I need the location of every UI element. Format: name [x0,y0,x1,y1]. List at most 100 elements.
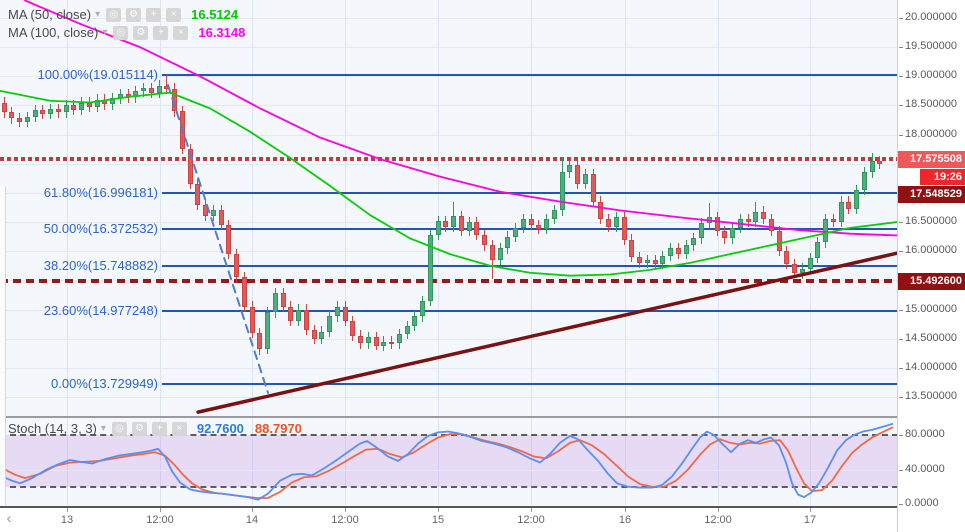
fib-line[interactable] [162,264,898,267]
settings-icon[interactable]: ⚙ [126,7,142,22]
candle-body [466,222,472,231]
time-axis-label: 15 [431,514,445,526]
source-icon[interactable]: ◎ [111,421,127,436]
candle-body [482,234,487,246]
settings-icon[interactable]: ⚙ [133,25,149,40]
add-icon[interactable]: + [146,7,162,22]
ma100-label[interactable]: MA (100, close) [8,25,99,40]
price-axis[interactable]: 20.000000 19.500000 19.000000 18.500000 18.0… [897,0,965,532]
settings-icon[interactable]: ⚙ [131,421,147,436]
candle-body [148,87,154,93]
candle-body [358,335,363,344]
fib-line[interactable] [162,74,898,77]
ma50-label[interactable]: MA (50, close) [8,7,92,22]
candle-body [753,211,759,223]
collapse-toolbar-button[interactable]: ‹ [6,510,12,527]
gridline [0,18,898,19]
source-icon[interactable]: ◎ [113,25,129,40]
candle-body [768,219,774,231]
candle-body [823,219,828,243]
stoch-axis-label: 80.0000 [905,428,945,440]
time-axis[interactable]: 13 12:00 14 12:00 15 12:00 16 12:00 17 [0,508,897,532]
chart-lines [0,422,894,501]
candle-body [404,325,410,334]
source-icon[interactable]: ◎ [106,7,122,22]
candle-body [621,217,627,240]
breakdown-trendline[interactable] [167,84,269,394]
candle-body [513,227,518,237]
axis-tick [67,508,68,512]
stoch-k-line [0,422,894,501]
candle-body [17,118,22,122]
candle-body [365,337,371,344]
candle-body [792,264,797,274]
candle-body [799,268,805,274]
fib-line[interactable] [162,228,898,231]
candle-body [412,316,418,326]
gridline [531,418,532,506]
close-icon[interactable]: × [166,7,182,22]
alert-line[interactable] [0,157,898,162]
price-pane[interactable]: 100.00%(19.015114) 61.80%(16.996181) 50.00… [0,0,898,416]
stoch-label[interactable]: Stoch (14, 3, 3) [8,421,97,436]
chevron-down-icon[interactable]: ▾ [100,423,106,434]
candle-body [575,164,580,185]
add-icon[interactable]: + [151,421,167,436]
gridline [0,76,898,78]
time-axis-border [0,506,965,508]
axis-tick [718,508,719,512]
fib-line[interactable] [162,382,898,385]
fib-line[interactable] [162,192,898,195]
time-axis-label: 12:00 [146,514,174,526]
stoch-legend: Stoch (14, 3, 3) ▾ ◎ ⚙ + × 92.7600 88.79… [8,421,302,436]
candle-body [280,293,286,307]
candle-body [497,248,503,260]
candle-body [784,251,790,264]
candle-body [613,217,619,227]
candle-body [303,309,309,330]
gridline [160,418,161,506]
ma50-line[interactable] [0,89,898,277]
pane-separator[interactable] [0,416,965,418]
chevron-down-icon[interactable]: ▾ [95,9,101,20]
candle-body [350,321,356,336]
fib-line[interactable] [162,309,898,312]
price-flag: 17.575508 [898,151,965,168]
chevron-down-icon[interactable]: ▾ [102,27,108,38]
axis-tick [899,338,903,340]
candle-body [32,110,38,118]
close-icon[interactable]: × [171,421,187,436]
axis-tick [899,251,903,253]
alert-line[interactable] [0,278,898,283]
candle-body [668,248,673,256]
candle-body [582,174,588,185]
candle-body [730,227,735,239]
candle-body [1,102,7,113]
gridline [252,0,253,416]
support-trendline[interactable] [196,251,898,414]
candle-body [265,312,270,350]
axis-tick [899,504,903,505]
add-icon[interactable]: + [153,25,169,40]
time-axis-label: 12:00 [704,514,732,526]
gridline [0,134,898,136]
candle-body [288,306,294,322]
price-axis-label: 16.500000 [905,215,957,228]
axis-tick [899,18,903,19]
candle-body [745,219,751,223]
candle-body [24,117,30,122]
close-icon[interactable]: × [173,25,189,40]
candle-body [598,201,604,220]
candle-body [691,238,697,246]
axis-tick [899,396,903,398]
ma100-line[interactable] [24,0,898,237]
candle-body [877,160,883,164]
candle-body [861,172,867,190]
axis-tick [160,508,161,512]
candle-body [505,236,511,249]
candle-body [63,105,69,113]
time-axis-label: 16 [618,514,632,526]
stoch-pane[interactable] [0,418,898,506]
candle-body [846,201,852,210]
candle-body [327,316,332,332]
